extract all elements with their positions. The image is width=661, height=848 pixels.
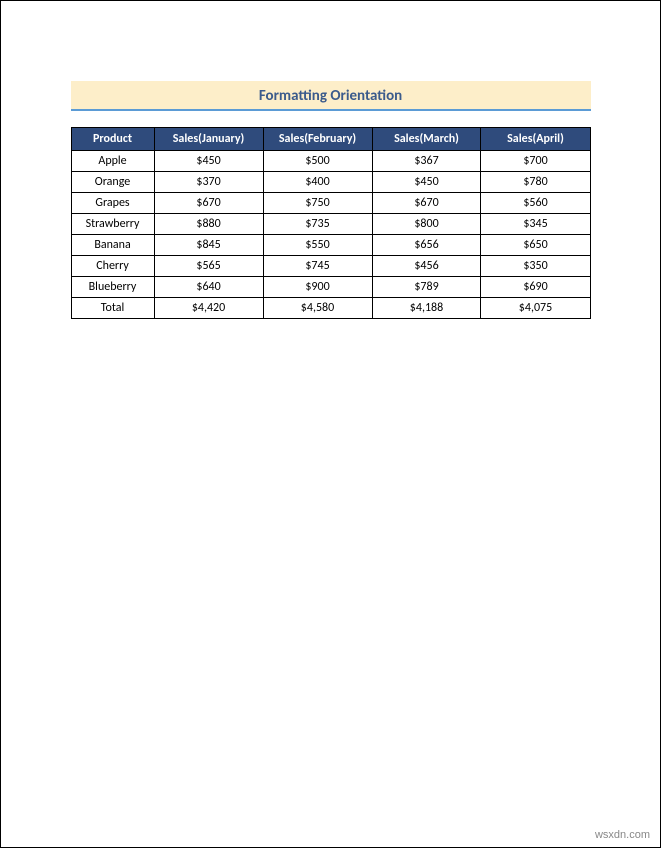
cell: Banana: [71, 235, 154, 256]
cell: $900: [263, 277, 372, 298]
cell: Blueberry: [71, 277, 154, 298]
cell: $456: [372, 256, 481, 277]
table-body: Apple $450 $500 $367 $700 Orange $370 $4…: [71, 151, 590, 319]
table-row: Strawberry $880 $735 $800 $345: [71, 214, 590, 235]
cell: Cherry: [71, 256, 154, 277]
cell: $450: [372, 172, 481, 193]
cell: Apple: [71, 151, 154, 172]
cell: $370: [154, 172, 263, 193]
cell: $345: [481, 214, 590, 235]
table-row: Apple $450 $500 $367 $700: [71, 151, 590, 172]
cell: $650: [481, 235, 590, 256]
cell: $565: [154, 256, 263, 277]
cell: $750: [263, 193, 372, 214]
cell: $560: [481, 193, 590, 214]
cell: $656: [372, 235, 481, 256]
cell: $4,420: [154, 298, 263, 319]
cell: $845: [154, 235, 263, 256]
table-row: Grapes $670 $750 $670 $560: [71, 193, 590, 214]
cell: $745: [263, 256, 372, 277]
cell: $367: [372, 151, 481, 172]
col-header: Sales(February): [263, 128, 372, 151]
col-header: Product: [71, 128, 154, 151]
cell: $500: [263, 151, 372, 172]
table-row: Orange $370 $400 $450 $780: [71, 172, 590, 193]
page: Formatting Orientation Product Sales(Jan…: [0, 0, 661, 848]
cell: $670: [372, 193, 481, 214]
cell: $640: [154, 277, 263, 298]
table-row: Banana $845 $550 $656 $650: [71, 235, 590, 256]
cell: $690: [481, 277, 590, 298]
title-underline: [71, 109, 591, 111]
watermark-text: wsxdn.com: [595, 829, 650, 841]
col-header: Sales(April): [481, 128, 590, 151]
cell: $550: [263, 235, 372, 256]
cell: $350: [481, 256, 590, 277]
cell: $780: [481, 172, 590, 193]
col-header: Sales(March): [372, 128, 481, 151]
cell: $670: [154, 193, 263, 214]
cell: $4,075: [481, 298, 590, 319]
cell: $4,188: [372, 298, 481, 319]
cell: Total: [71, 298, 154, 319]
page-title: Formatting Orientation: [71, 81, 591, 109]
cell: $700: [481, 151, 590, 172]
sales-table-grid: Product Sales(January) Sales(February) S…: [71, 127, 591, 319]
table-header: Product Sales(January) Sales(February) S…: [71, 128, 590, 151]
cell: $735: [263, 214, 372, 235]
cell: $4,580: [263, 298, 372, 319]
cell: $400: [263, 172, 372, 193]
cell: $789: [372, 277, 481, 298]
table-row: Cherry $565 $745 $456 $350: [71, 256, 590, 277]
table-row: Blueberry $640 $900 $789 $690: [71, 277, 590, 298]
cell: $450: [154, 151, 263, 172]
cell: Orange: [71, 172, 154, 193]
cell: Grapes: [71, 193, 154, 214]
table-row-total: Total $4,420 $4,580 $4,188 $4,075: [71, 298, 590, 319]
cell: $800: [372, 214, 481, 235]
sales-table: Product Sales(January) Sales(February) S…: [71, 127, 591, 319]
cell: Strawberry: [71, 214, 154, 235]
col-header: Sales(January): [154, 128, 263, 151]
cell: $880: [154, 214, 263, 235]
